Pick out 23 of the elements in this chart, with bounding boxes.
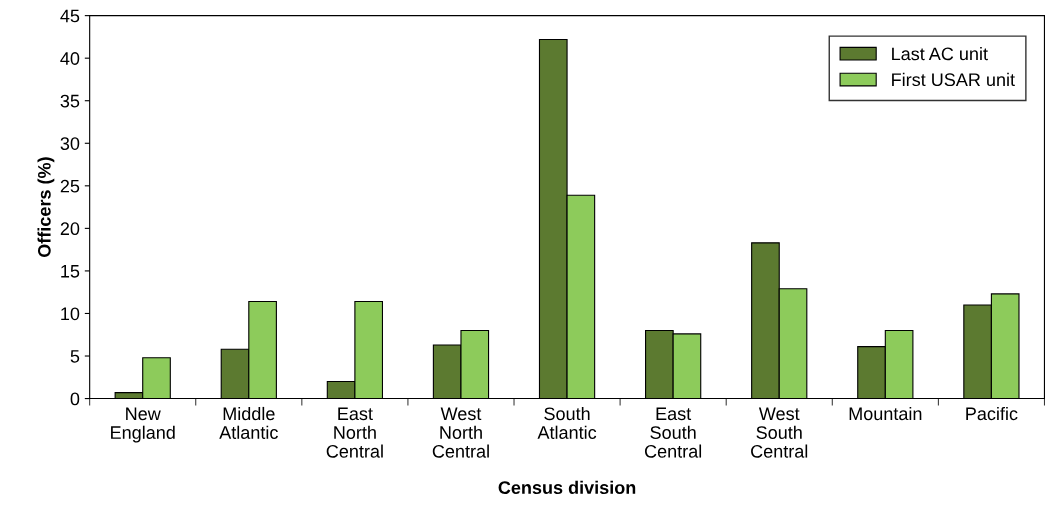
- x-tick-label: East North Central: [326, 407, 383, 458]
- x-tick-label: Mountain: [849, 406, 922, 421]
- y-tick-label: 40: [60, 52, 80, 65]
- y-tick-label: 20: [60, 222, 80, 236]
- y-tick-label: 15: [61, 265, 80, 278]
- y-tick-label: 0: [70, 392, 80, 406]
- y-tick-label: 10: [61, 307, 80, 321]
- x-tick-label: Middle Atlantic: [219, 406, 278, 439]
- y-tick-label: 30: [60, 137, 80, 150]
- y-tick-label: 35: [60, 94, 80, 108]
- legend-label: First USAR unit: [892, 72, 1015, 87]
- x-tick-label: West South Central: [751, 407, 808, 458]
- x-tick-label: South Atlantic: [537, 406, 597, 439]
- y-axis-title: Officers (%): [37, 157, 55, 258]
- y-tick-label: 25: [60, 179, 80, 193]
- y-tick-label: 45: [60, 9, 80, 23]
- legend-label: Last AC unit: [892, 46, 988, 61]
- y-tick-label: 5: [70, 350, 80, 363]
- x-tick-label: Pacific: [966, 406, 1018, 421]
- x-tick-label: West North Central: [432, 407, 489, 458]
- x-tick-label: New England: [111, 407, 175, 443]
- x-axis-title: Census division: [498, 480, 636, 495]
- x-tick-label: East South Central: [644, 407, 702, 458]
